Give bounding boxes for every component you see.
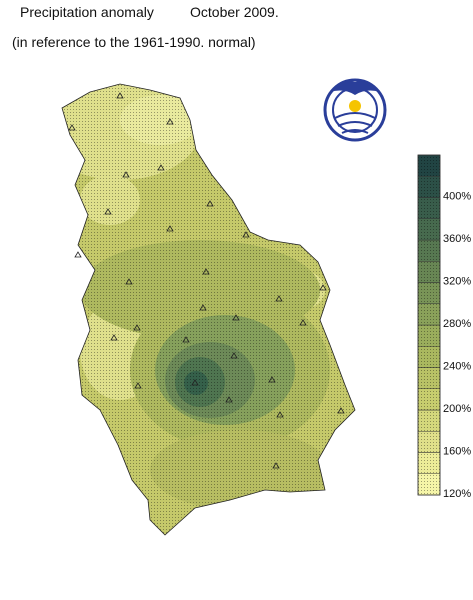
station [337, 407, 345, 414]
station [276, 411, 284, 418]
station [104, 208, 112, 215]
station [202, 268, 210, 275]
station [166, 118, 174, 125]
legend-label: 320% [443, 275, 471, 287]
station [206, 200, 214, 207]
legend-label: 280% [443, 318, 471, 330]
station [182, 336, 190, 343]
station [134, 382, 142, 389]
station [68, 124, 76, 131]
legend-label: 200% [443, 403, 471, 415]
legend-label: 160% [443, 445, 471, 457]
legend-label: 360% [443, 233, 471, 245]
station [275, 295, 283, 302]
legend-label: 240% [443, 360, 471, 372]
station [110, 334, 118, 341]
station [157, 164, 165, 171]
date: October 2009. [190, 4, 279, 20]
title: Precipitation anomaly [20, 4, 154, 20]
station [242, 231, 250, 238]
station [125, 278, 133, 285]
legend-label: 120% [443, 488, 471, 500]
station [166, 225, 174, 232]
station [133, 324, 141, 331]
station [319, 284, 327, 291]
station [199, 304, 207, 311]
logo [323, 78, 387, 142]
station [299, 319, 307, 326]
station [225, 396, 233, 403]
station [230, 352, 238, 359]
legend-frame [417, 154, 441, 496]
station [74, 251, 82, 258]
station [232, 314, 240, 321]
station [122, 171, 130, 178]
station [191, 379, 199, 386]
station [116, 92, 124, 99]
station [268, 376, 276, 383]
stations [68, 92, 345, 469]
subtitle: (in reference to the 1961-1990. normal) [12, 34, 256, 50]
station [272, 462, 280, 469]
legend-label: 400% [443, 190, 471, 202]
